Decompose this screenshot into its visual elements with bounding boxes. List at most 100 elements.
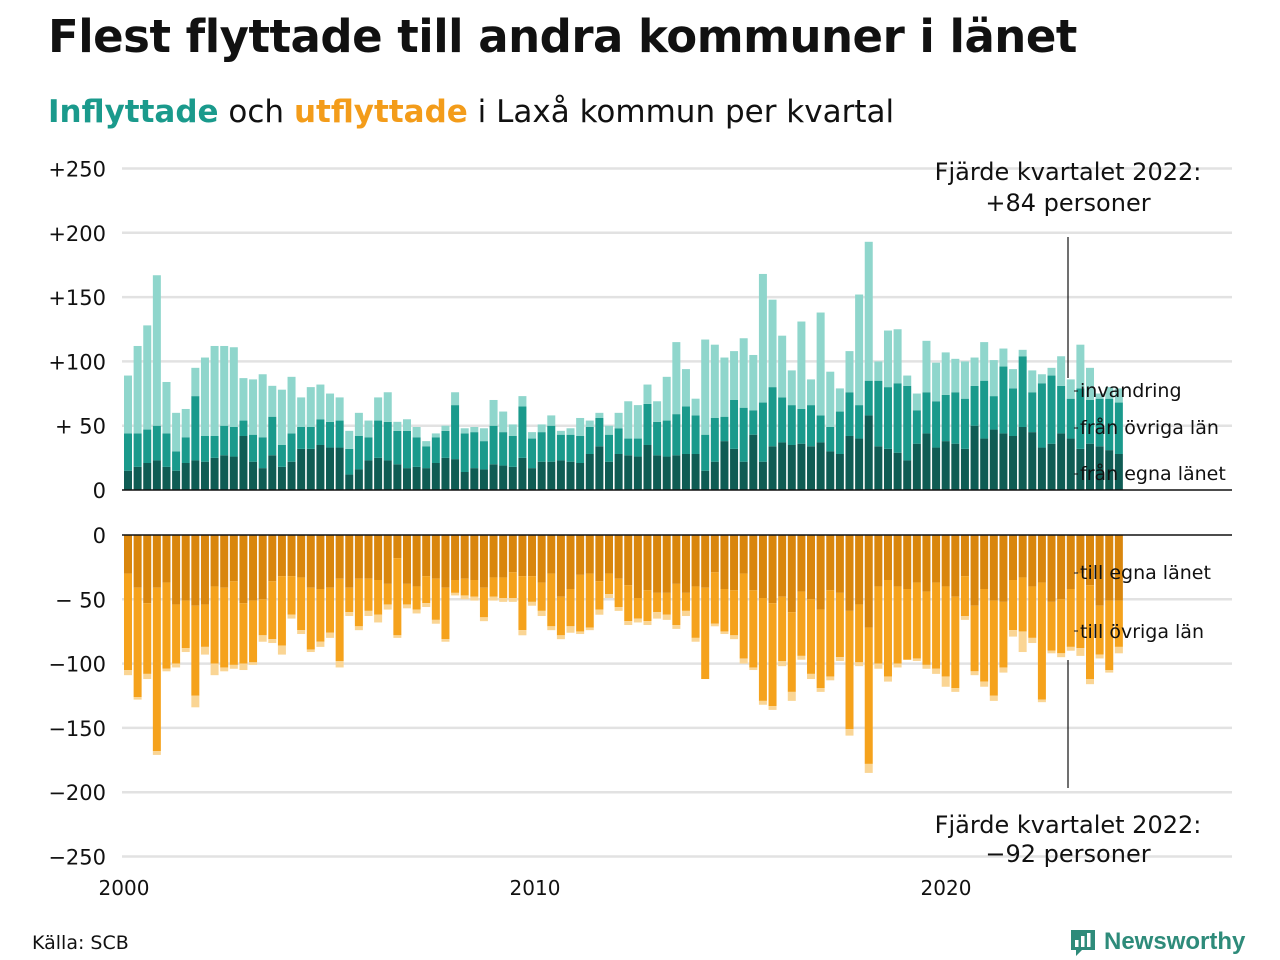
- bar-in-invandring: [816, 312, 825, 416]
- bar-out-egna-lanet: [162, 535, 171, 583]
- bar-in-invandring: [499, 411, 508, 433]
- bar-out-egna-lanet: [1057, 535, 1066, 600]
- bar-in-invandring: [845, 351, 854, 393]
- bar-in-invandring: [422, 441, 431, 447]
- bar-out-egna-lanet: [960, 535, 969, 577]
- bar-out-ovriga-lan: [229, 581, 238, 665]
- bar-in-ovriga-lan: [1028, 392, 1037, 433]
- bar-out-invandring: [922, 664, 931, 669]
- bar-out-invandring: [277, 645, 286, 655]
- bar-in-ovriga-lan: [258, 437, 267, 469]
- bar-in-invandring: [749, 354, 758, 411]
- bar-out-ovriga-lan: [460, 578, 469, 596]
- bar-out-ovriga-lan: [518, 576, 527, 631]
- bar-out-ovriga-lan: [383, 583, 392, 605]
- bar-in-invandring: [451, 392, 460, 406]
- bar-in-invandring: [489, 399, 498, 426]
- bar-in-invandring: [124, 375, 132, 434]
- bar-out-egna-lanet: [912, 535, 921, 583]
- bar-in-egna-lanet: [133, 466, 142, 490]
- bar-out-ovriga-lan: [739, 573, 748, 659]
- bar-out-egna-lanet: [797, 535, 806, 592]
- bar-in-invandring: [1018, 349, 1027, 357]
- bar-in-invandring: [566, 428, 575, 435]
- bar-in-ovriga-lan: [903, 385, 912, 461]
- bar-out-egna-lanet: [768, 535, 777, 604]
- bar-in-egna-lanet: [960, 448, 969, 490]
- bar-out-ovriga-lan: [778, 596, 787, 662]
- bar-out-egna-lanet: [787, 535, 796, 613]
- bar-out-invandring: [306, 649, 315, 653]
- bar-in-invandring: [653, 401, 662, 422]
- bar-out-egna-lanet: [499, 535, 508, 578]
- bar-out-invandring: [297, 630, 306, 635]
- bar-out-ovriga-lan: [768, 603, 777, 707]
- bar-in-egna-lanet: [1028, 432, 1037, 490]
- bar-out-egna-lanet: [1028, 535, 1037, 587]
- bar-out-invandring: [951, 688, 960, 692]
- bar-in-egna-lanet: [422, 468, 431, 490]
- segment-label-invandring: invandring: [1080, 380, 1182, 402]
- bar-out-ovriga-lan: [547, 573, 556, 627]
- bar-in-invandring: [143, 325, 152, 430]
- bar-out-ovriga-lan: [537, 582, 546, 611]
- bar-out-ovriga-lan: [1047, 601, 1056, 651]
- bar-out-ovriga-lan: [922, 591, 931, 665]
- bar-out-egna-lanet: [941, 535, 950, 587]
- bar-out-invandring: [402, 604, 411, 609]
- bar-out-invandring: [1009, 630, 1018, 637]
- bar-in-invandring: [316, 384, 325, 420]
- bar-out-egna-lanet: [595, 535, 604, 582]
- bar-out-ovriga-lan: [345, 587, 354, 613]
- bar-in-egna-lanet: [893, 452, 902, 490]
- bar-in-invandring: [345, 430, 354, 449]
- chart-labels: Fjärde kvartalet 2022: +84 personer Fjär…: [935, 158, 1226, 868]
- bar-out-invandring: [412, 609, 421, 614]
- bar-out-invandring: [537, 610, 546, 617]
- bar-out-ovriga-lan: [393, 558, 402, 636]
- bar-in-ovriga-lan: [932, 401, 941, 448]
- bar-out-ovriga-lan: [624, 585, 633, 622]
- bar-out-invandring: [172, 663, 181, 668]
- bar-in-ovriga-lan: [133, 433, 142, 467]
- bar-out-ovriga-lan: [133, 587, 142, 698]
- bar-in-egna-lanet: [932, 447, 941, 490]
- bar-out-ovriga-lan: [1066, 589, 1075, 647]
- bar-out-ovriga-lan: [1105, 600, 1114, 671]
- bar-in-ovriga-lan: [855, 405, 864, 439]
- y-tick-label: −100: [48, 653, 106, 677]
- bar-in-ovriga-lan: [402, 430, 411, 469]
- bar-out-egna-lanet: [643, 535, 652, 591]
- bar-in-egna-lanet: [758, 461, 767, 490]
- bar-in-ovriga-lan: [585, 426, 594, 454]
- bar-in-ovriga-lan: [181, 437, 190, 463]
- bar-out-egna-lanet: [412, 535, 421, 587]
- bar-out-invandring: [422, 603, 431, 608]
- bar-out-ovriga-lan: [576, 574, 585, 632]
- bar-out-egna-lanet: [739, 535, 748, 574]
- bar-in-ovriga-lan: [528, 438, 537, 469]
- bar-in-ovriga-lan: [489, 425, 498, 465]
- bar-in-invandring: [633, 405, 642, 439]
- bar-in-invandring: [528, 432, 537, 439]
- bar-in-egna-lanet: [730, 448, 739, 490]
- bar-in-ovriga-lan: [787, 405, 796, 445]
- bar-in-invandring: [162, 381, 171, 434]
- bar-in-invandring: [662, 376, 671, 421]
- bar-out-egna-lanet: [980, 535, 989, 590]
- bar-out-ovriga-lan: [335, 578, 344, 662]
- bar-in-invandring: [691, 398, 700, 416]
- bottom-panel-gridlines: 0 − 50 −100 −150 −200 −250: [48, 524, 1232, 870]
- bar-out-egna-lanet: [229, 535, 238, 582]
- segment-label-fran-ovriga-lan: från övriga län: [1080, 416, 1219, 439]
- bar-in-ovriga-lan: [980, 380, 989, 439]
- bar-in-invandring: [922, 340, 931, 393]
- bar-out-ovriga-lan: [499, 577, 508, 599]
- bar-in-ovriga-lan: [922, 392, 931, 434]
- bar-in-egna-lanet: [402, 468, 411, 490]
- segment-label-till-ovriga-lan: till övriga län: [1080, 621, 1204, 643]
- bar-out-ovriga-lan: [749, 590, 758, 668]
- bar-out-invandring: [124, 670, 132, 676]
- bar-out-invandring: [1076, 648, 1085, 656]
- bar-out-invandring: [191, 695, 200, 708]
